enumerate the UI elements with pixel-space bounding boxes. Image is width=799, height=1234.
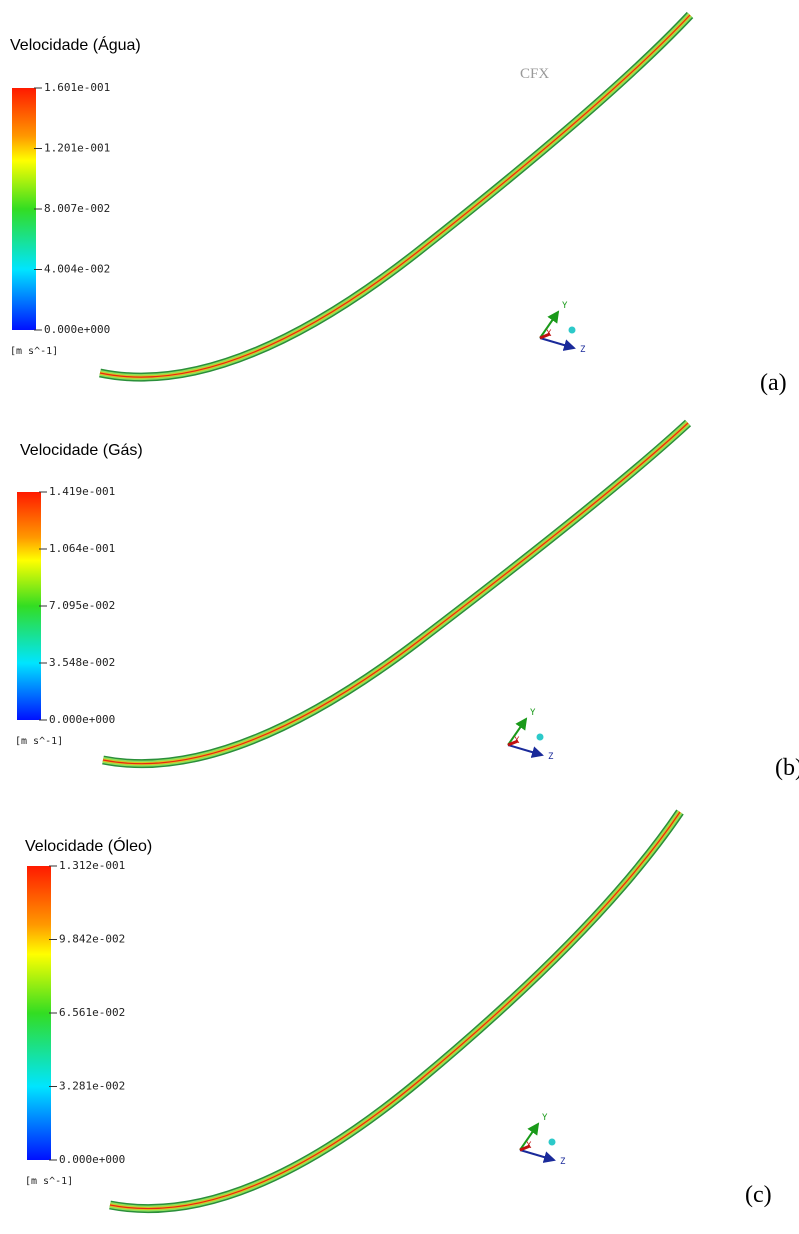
tick-label: 9.842e-002 [59, 933, 125, 946]
axis-dot [549, 1139, 556, 1146]
tick-label: 3.281e-002 [59, 1080, 125, 1093]
axis-z [520, 1150, 554, 1160]
tick-label: 1.201e-001 [44, 142, 110, 155]
axis-label-y: Y [562, 301, 568, 311]
pipe-outer [110, 812, 680, 1209]
panel-title: Velocidade (Óleo) [25, 836, 152, 855]
pipe-red [100, 15, 690, 377]
page: CFX Velocidade (Água) 1.601e-001 1.201e-00… [0, 0, 799, 1234]
colorbar [27, 866, 51, 1160]
unit-label: [m s^-1] [15, 736, 63, 747]
axis-label-z: Z [548, 752, 554, 762]
tick-label: 1.419e-001 [49, 485, 115, 498]
panel-label: (a) [760, 370, 787, 396]
panel-title: Velocidade (Água) [10, 35, 141, 54]
axis-label-z: Z [580, 345, 586, 355]
pipe-core [100, 15, 690, 377]
pipe-mid [100, 15, 690, 377]
pipe-core [110, 812, 680, 1209]
pipe-core [103, 423, 688, 764]
axis-label-x: X [546, 329, 552, 339]
tick-label: 6.561e-002 [59, 1006, 125, 1019]
axis-label-y: Y [530, 708, 536, 718]
axis-dot [569, 327, 576, 334]
panel-title: Velocidade (Gás) [20, 442, 143, 459]
tick-label: 0.000e+000 [49, 713, 115, 726]
pipe-red [110, 812, 680, 1209]
axis-dot [537, 734, 544, 741]
tick-label: 4.004e-002 [44, 263, 110, 276]
colorbar [12, 88, 36, 330]
tick-label: 8.007e-002 [44, 202, 110, 215]
tick-label: 1.601e-001 [44, 81, 110, 94]
tick-label: 1.064e-001 [49, 542, 115, 555]
tick-label: 0.000e+000 [59, 1153, 125, 1166]
tick-label: 3.548e-002 [49, 656, 115, 669]
figure: CFX Velocidade (Água) 1.601e-001 1.201e-00… [0, 0, 799, 1234]
tick-label: 1.312e-001 [59, 859, 125, 872]
pipe-outer [100, 15, 690, 377]
axis-label-z: Z [560, 1157, 566, 1167]
panel-label: (c) [745, 1182, 772, 1208]
axis-label-x: X [514, 736, 520, 746]
unit-label: [m s^-1] [25, 1176, 73, 1187]
pipe-red [103, 423, 688, 764]
logo: CFX [520, 66, 549, 82]
pipe-mid [103, 423, 688, 764]
pipe-mid [110, 812, 680, 1209]
tick-label: 7.095e-002 [49, 599, 115, 612]
axis-z [540, 338, 574, 348]
axis-z [508, 745, 542, 755]
pipe-outer [103, 423, 688, 764]
tick-label: 0.000e+000 [44, 323, 110, 336]
panel-label: (b) [775, 755, 799, 781]
unit-label: [m s^-1] [10, 346, 58, 357]
axis-label-y: Y [542, 1113, 548, 1123]
colorbar [17, 492, 41, 720]
axis-label-x: X [526, 1141, 532, 1151]
